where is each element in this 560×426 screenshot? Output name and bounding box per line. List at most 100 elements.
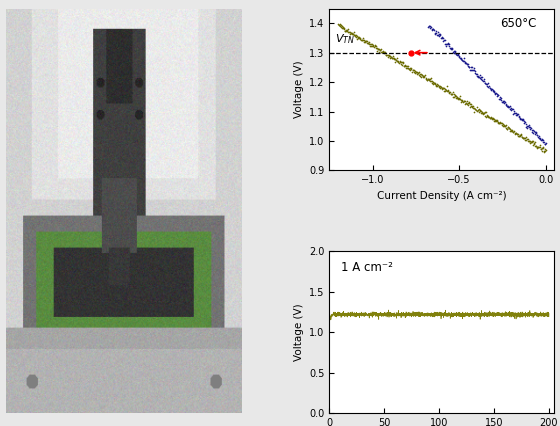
Point — [454, 95, 463, 102]
Point — [368, 41, 377, 48]
Point — [451, 93, 460, 100]
Point — [453, 95, 462, 102]
Point — [512, 131, 521, 138]
Point — [467, 63, 476, 70]
Point — [402, 64, 411, 71]
Point — [345, 28, 354, 35]
Point — [341, 28, 350, 35]
Point — [426, 24, 435, 31]
Point — [524, 138, 533, 144]
Point — [501, 98, 510, 105]
Point — [410, 69, 419, 76]
Point — [492, 118, 501, 125]
Point — [539, 145, 548, 152]
Point — [507, 106, 516, 112]
Point — [412, 69, 421, 75]
Point — [502, 102, 511, 109]
Point — [470, 64, 479, 71]
Point — [360, 38, 369, 45]
Point — [531, 143, 540, 150]
Point — [514, 111, 522, 118]
Point — [448, 46, 457, 53]
Point — [450, 93, 459, 100]
Point — [497, 121, 506, 128]
Point — [446, 46, 455, 53]
Point — [442, 41, 451, 48]
Point — [344, 28, 353, 35]
Point — [465, 99, 474, 106]
Point — [520, 135, 529, 141]
Point — [480, 109, 489, 116]
Point — [386, 55, 395, 61]
Point — [359, 39, 368, 46]
Point — [538, 136, 547, 143]
Point — [472, 104, 481, 111]
Point — [439, 38, 448, 45]
Point — [464, 102, 473, 109]
Point — [505, 104, 514, 111]
Point — [506, 104, 515, 111]
Point — [374, 46, 382, 53]
Point — [449, 94, 458, 101]
Point — [451, 92, 460, 98]
Point — [394, 58, 403, 65]
Point — [475, 108, 484, 115]
Point — [485, 114, 494, 121]
Point — [498, 99, 507, 106]
Point — [507, 128, 516, 135]
Point — [434, 31, 443, 37]
Point — [342, 27, 351, 34]
Point — [447, 45, 456, 52]
Point — [428, 26, 437, 32]
Point — [483, 112, 492, 118]
Point — [500, 123, 509, 130]
Point — [380, 50, 389, 57]
Point — [520, 135, 529, 142]
Point — [527, 138, 536, 144]
Point — [487, 114, 496, 121]
Point — [340, 25, 349, 32]
Point — [383, 53, 392, 60]
Point — [523, 136, 532, 143]
Point — [373, 45, 382, 52]
Point — [437, 35, 446, 42]
Point — [348, 31, 357, 38]
Point — [361, 39, 370, 46]
Point — [404, 62, 413, 69]
Point — [464, 100, 473, 106]
Point — [433, 81, 442, 88]
Point — [438, 84, 447, 91]
Point — [461, 99, 470, 106]
Point — [447, 91, 456, 98]
Point — [517, 115, 526, 122]
Point — [538, 144, 547, 151]
Point — [492, 90, 501, 97]
Point — [489, 115, 498, 122]
Point — [464, 63, 473, 69]
Point — [474, 105, 483, 112]
Point — [432, 83, 441, 90]
Point — [493, 117, 502, 124]
Point — [534, 134, 543, 141]
Point — [366, 42, 375, 49]
Point — [357, 37, 366, 44]
Point — [374, 46, 383, 53]
Point — [517, 133, 526, 140]
Point — [387, 54, 396, 61]
Point — [450, 47, 459, 54]
Point — [537, 136, 546, 143]
Point — [338, 23, 347, 30]
Point — [472, 107, 480, 114]
Point — [449, 49, 458, 56]
Point — [431, 80, 440, 86]
Point — [476, 109, 485, 116]
Point — [514, 133, 523, 140]
Point — [535, 142, 544, 149]
Point — [432, 31, 441, 38]
Point — [417, 73, 426, 80]
Point — [468, 104, 477, 110]
Point — [436, 83, 445, 90]
Point — [447, 91, 456, 98]
Point — [376, 46, 385, 53]
Point — [396, 61, 405, 68]
